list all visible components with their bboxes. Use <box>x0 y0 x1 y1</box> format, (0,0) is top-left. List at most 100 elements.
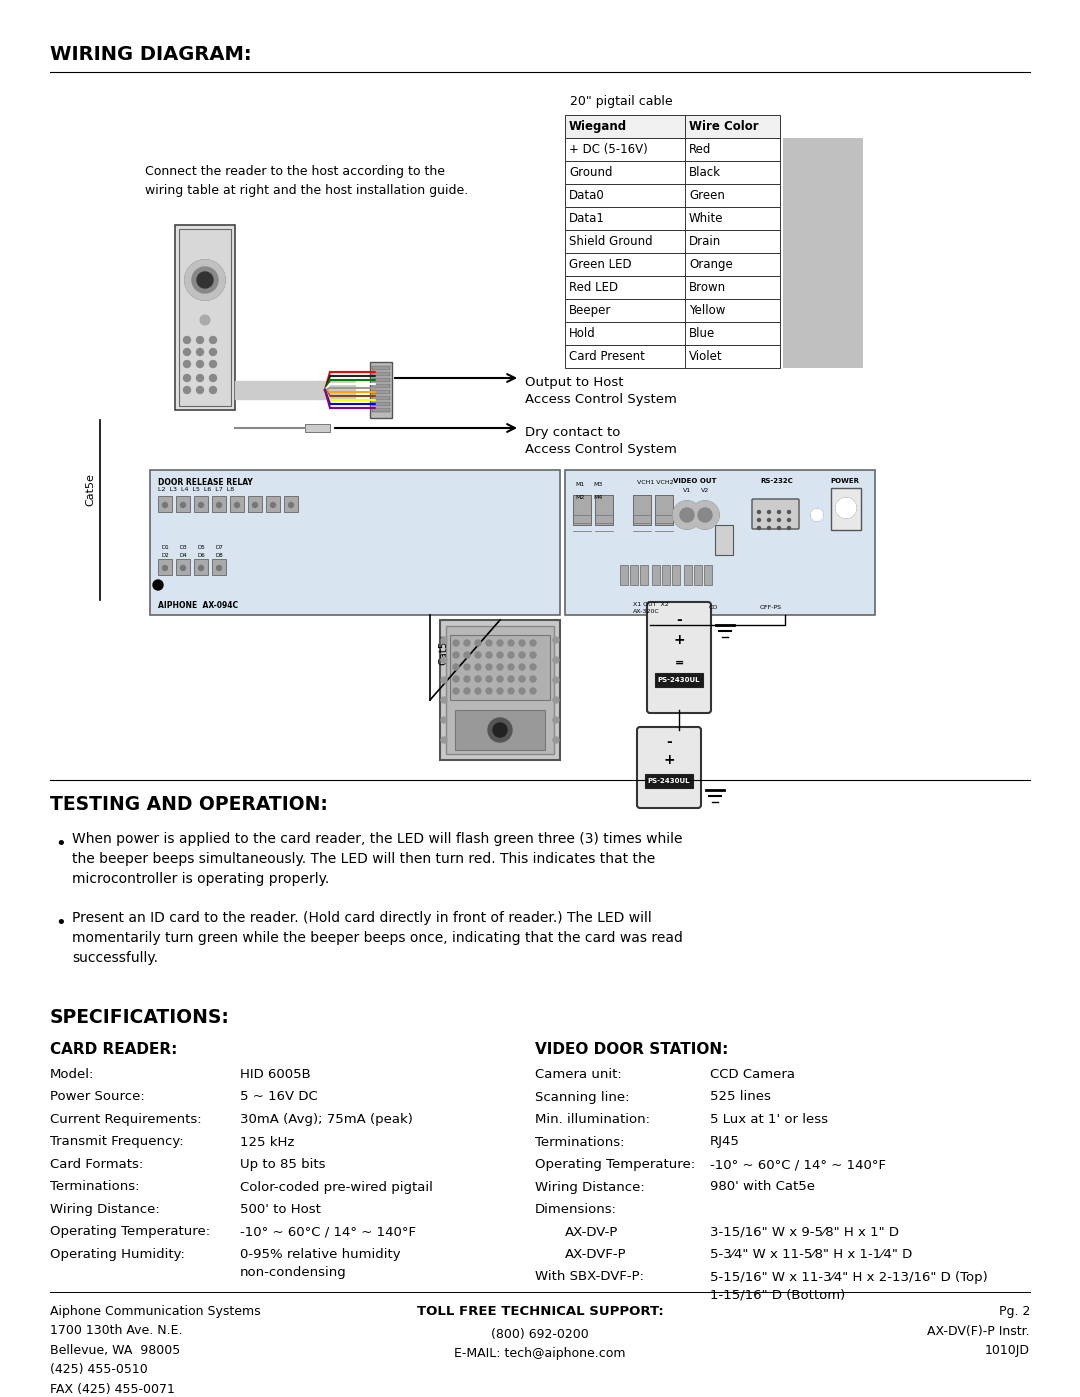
Circle shape <box>199 566 203 570</box>
Text: 30mA (Avg); 75mA (peak): 30mA (Avg); 75mA (peak) <box>240 1113 413 1126</box>
Text: HID 6005B: HID 6005B <box>240 1067 311 1081</box>
Circle shape <box>475 687 481 694</box>
Circle shape <box>508 652 514 658</box>
Bar <box>372 408 390 412</box>
FancyBboxPatch shape <box>752 499 799 529</box>
Text: 125 kHz: 125 kHz <box>240 1136 295 1148</box>
Bar <box>284 496 298 511</box>
Circle shape <box>464 676 470 682</box>
Text: -10° ~ 60°C / 14° ~ 140°F: -10° ~ 60°C / 14° ~ 140°F <box>710 1158 886 1171</box>
Circle shape <box>530 687 536 694</box>
Circle shape <box>464 687 470 694</box>
Circle shape <box>441 717 447 724</box>
Circle shape <box>153 580 163 590</box>
Text: CCD Camera: CCD Camera <box>710 1067 795 1081</box>
Text: WIRING DIAGRAM:: WIRING DIAGRAM: <box>50 45 252 64</box>
Circle shape <box>234 503 240 507</box>
Circle shape <box>184 387 190 394</box>
Text: -: - <box>676 613 681 627</box>
Circle shape <box>486 687 492 694</box>
Circle shape <box>185 260 225 300</box>
Text: 0-95% relative humidity
non-condensing: 0-95% relative humidity non-condensing <box>240 1248 401 1280</box>
Circle shape <box>486 676 492 682</box>
Bar <box>194 496 208 511</box>
Text: Present an ID card to the reader. (Hold card directly in front of reader.) The L: Present an ID card to the reader. (Hold … <box>72 911 683 965</box>
FancyBboxPatch shape <box>637 726 701 807</box>
Circle shape <box>519 652 525 658</box>
Text: Wiring Distance:: Wiring Distance: <box>50 1203 160 1215</box>
Text: Operating Temperature:: Operating Temperature: <box>535 1158 696 1171</box>
Text: Violet: Violet <box>689 351 723 363</box>
Text: =: = <box>674 658 684 668</box>
Circle shape <box>757 510 760 514</box>
Bar <box>158 496 172 511</box>
Circle shape <box>508 640 514 645</box>
Circle shape <box>768 527 770 529</box>
Bar <box>694 564 702 585</box>
Bar <box>652 564 660 585</box>
Text: VIDEO DOOR STATION:: VIDEO DOOR STATION: <box>535 1042 728 1058</box>
Circle shape <box>486 640 492 645</box>
Bar <box>704 564 712 585</box>
Circle shape <box>519 687 525 694</box>
Bar <box>565 184 780 207</box>
Circle shape <box>475 652 481 658</box>
Bar <box>212 559 226 576</box>
Text: Brown: Brown <box>689 281 726 293</box>
Text: AX-DV-P: AX-DV-P <box>565 1225 619 1239</box>
Circle shape <box>441 738 447 743</box>
Bar <box>565 115 780 138</box>
Circle shape <box>497 664 503 671</box>
Circle shape <box>778 518 781 521</box>
Text: Transmit Frequency:: Transmit Frequency: <box>50 1136 184 1148</box>
Text: Cat5e: Cat5e <box>85 474 95 507</box>
Circle shape <box>778 510 781 514</box>
Text: VIDEO OUT: VIDEO OUT <box>673 478 717 483</box>
Text: AX-320C: AX-320C <box>633 609 660 615</box>
Text: White: White <box>689 212 724 225</box>
Text: Dimensions:: Dimensions: <box>535 1203 617 1215</box>
Text: D5: D5 <box>198 545 205 550</box>
Circle shape <box>497 687 503 694</box>
Text: M1: M1 <box>576 482 584 488</box>
Text: V1: V1 <box>683 488 691 493</box>
Text: D2: D2 <box>161 553 168 557</box>
Circle shape <box>197 374 203 381</box>
Circle shape <box>778 527 781 529</box>
Text: Data0: Data0 <box>569 189 605 203</box>
Text: -: - <box>666 735 672 749</box>
Text: +: + <box>663 753 675 767</box>
Circle shape <box>200 314 210 326</box>
Bar <box>654 495 673 525</box>
Circle shape <box>199 503 203 507</box>
Text: D3: D3 <box>179 545 187 550</box>
Text: -10° ~ 60°C / 14° ~ 140°F: -10° ~ 60°C / 14° ~ 140°F <box>240 1225 416 1239</box>
Circle shape <box>680 509 694 522</box>
Text: 525 lines: 525 lines <box>710 1091 771 1104</box>
Bar <box>372 366 390 370</box>
Text: Wiring Distance:: Wiring Distance: <box>535 1180 645 1193</box>
Bar <box>372 379 390 381</box>
Text: 20" pigtail cable: 20" pigtail cable <box>570 95 673 108</box>
Bar <box>248 496 262 511</box>
Bar <box>450 636 550 700</box>
Text: Card Formats:: Card Formats: <box>50 1158 144 1171</box>
Text: OFF-PS: OFF-PS <box>760 605 782 610</box>
Bar <box>455 710 545 750</box>
Text: Power Source:: Power Source: <box>50 1091 145 1104</box>
Circle shape <box>497 652 503 658</box>
Text: Green LED: Green LED <box>569 258 632 271</box>
Bar <box>565 253 780 277</box>
Bar <box>212 496 226 511</box>
Circle shape <box>519 640 525 645</box>
Text: 5 Lux at 1' or less: 5 Lux at 1' or less <box>710 1113 828 1126</box>
Text: Operating Temperature:: Operating Temperature: <box>50 1225 211 1239</box>
Text: Red LED: Red LED <box>569 281 618 293</box>
Text: Yellow: Yellow <box>689 305 726 317</box>
Bar <box>446 626 554 754</box>
Text: Shield Ground: Shield Ground <box>569 235 652 249</box>
Circle shape <box>453 640 459 645</box>
Bar <box>176 559 190 576</box>
Circle shape <box>768 510 770 514</box>
Text: Pg. 2
AX-DV(F)-P Instr.
1010JD: Pg. 2 AX-DV(F)-P Instr. 1010JD <box>928 1305 1030 1356</box>
